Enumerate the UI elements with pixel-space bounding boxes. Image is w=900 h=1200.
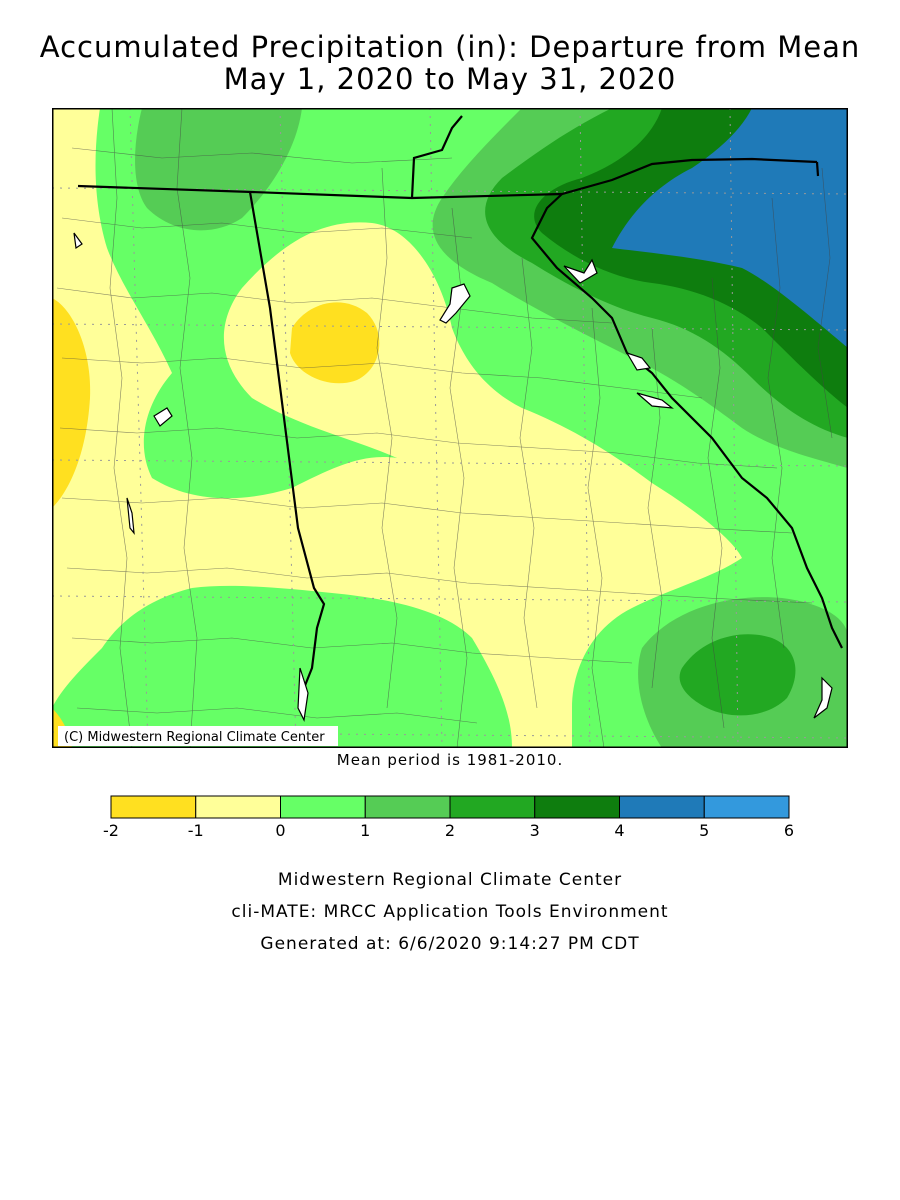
legend-box-0	[110, 795, 197, 819]
state-boundaries	[77, 115, 843, 689]
legend-tick-label-1: -1	[188, 821, 204, 840]
sc-nc-border	[815, 161, 820, 177]
map-title: Accumulated Precipitation (in): Departur…	[39, 30, 861, 64]
band-neg1-to-0	[52, 108, 742, 748]
band-4-to-5-east	[612, 108, 848, 348]
legend-boxes	[110, 795, 790, 819]
precipitation-departure-map: (C) Midwestern Regional Climate Center	[52, 108, 848, 748]
county-lines	[56, 108, 833, 748]
map-frame	[52, 108, 848, 748]
legend-tick-label-7: 5	[699, 821, 709, 840]
legend-box-3	[364, 795, 451, 819]
credit-line-1: Midwestern Regional Climate Center	[277, 870, 623, 890]
nc-border	[410, 115, 463, 199]
legend-box-2	[280, 795, 366, 819]
lakes	[73, 232, 833, 722]
legend-box-1	[195, 795, 281, 819]
legend-tick-label-3: 1	[360, 821, 370, 840]
graticule	[52, 108, 848, 748]
legend-tick-label-0: -2	[103, 821, 119, 840]
legend-box-6	[619, 795, 705, 819]
band-2-to-3-southeast	[679, 634, 796, 716]
credit-line-2: cli-MATE: MRCC Application Tools Environ…	[231, 902, 669, 922]
mean-period-note: Mean period is 1981-2010.	[336, 751, 564, 769]
band-neg2-to-neg1-west	[52, 298, 91, 508]
copyright-box	[58, 726, 338, 746]
map-date-range: May 1, 2020 to May 31, 2020	[223, 62, 677, 96]
band-neg2-to-neg1-central	[290, 302, 380, 384]
legend-box-4	[449, 795, 536, 819]
legend-labels: -2 -1 0 1 2 3 4 5 6	[103, 821, 794, 840]
al-ga-border	[248, 191, 326, 689]
legend-box-7	[703, 795, 790, 819]
copyright-text: (C) Midwestern Regional Climate Center	[64, 730, 325, 745]
legend-box-5	[534, 795, 620, 819]
tn-southern-border	[77, 157, 818, 200]
legend-tick-label-5: 3	[530, 821, 540, 840]
color-legend: -2 -1 0 1 2 3 4 5 6	[103, 795, 794, 840]
credit-line-3: Generated at: 6/6/2020 9:14:27 PM CDT	[260, 934, 640, 954]
legend-tick-label-8: 6	[784, 821, 794, 840]
band-1-to-2-north	[135, 108, 302, 231]
ga-sc-border	[530, 193, 843, 649]
legend-tick-label-4: 2	[445, 821, 455, 840]
legend-tick-label-6: 4	[614, 821, 624, 840]
legend-tick-label-2: 0	[275, 821, 285, 840]
